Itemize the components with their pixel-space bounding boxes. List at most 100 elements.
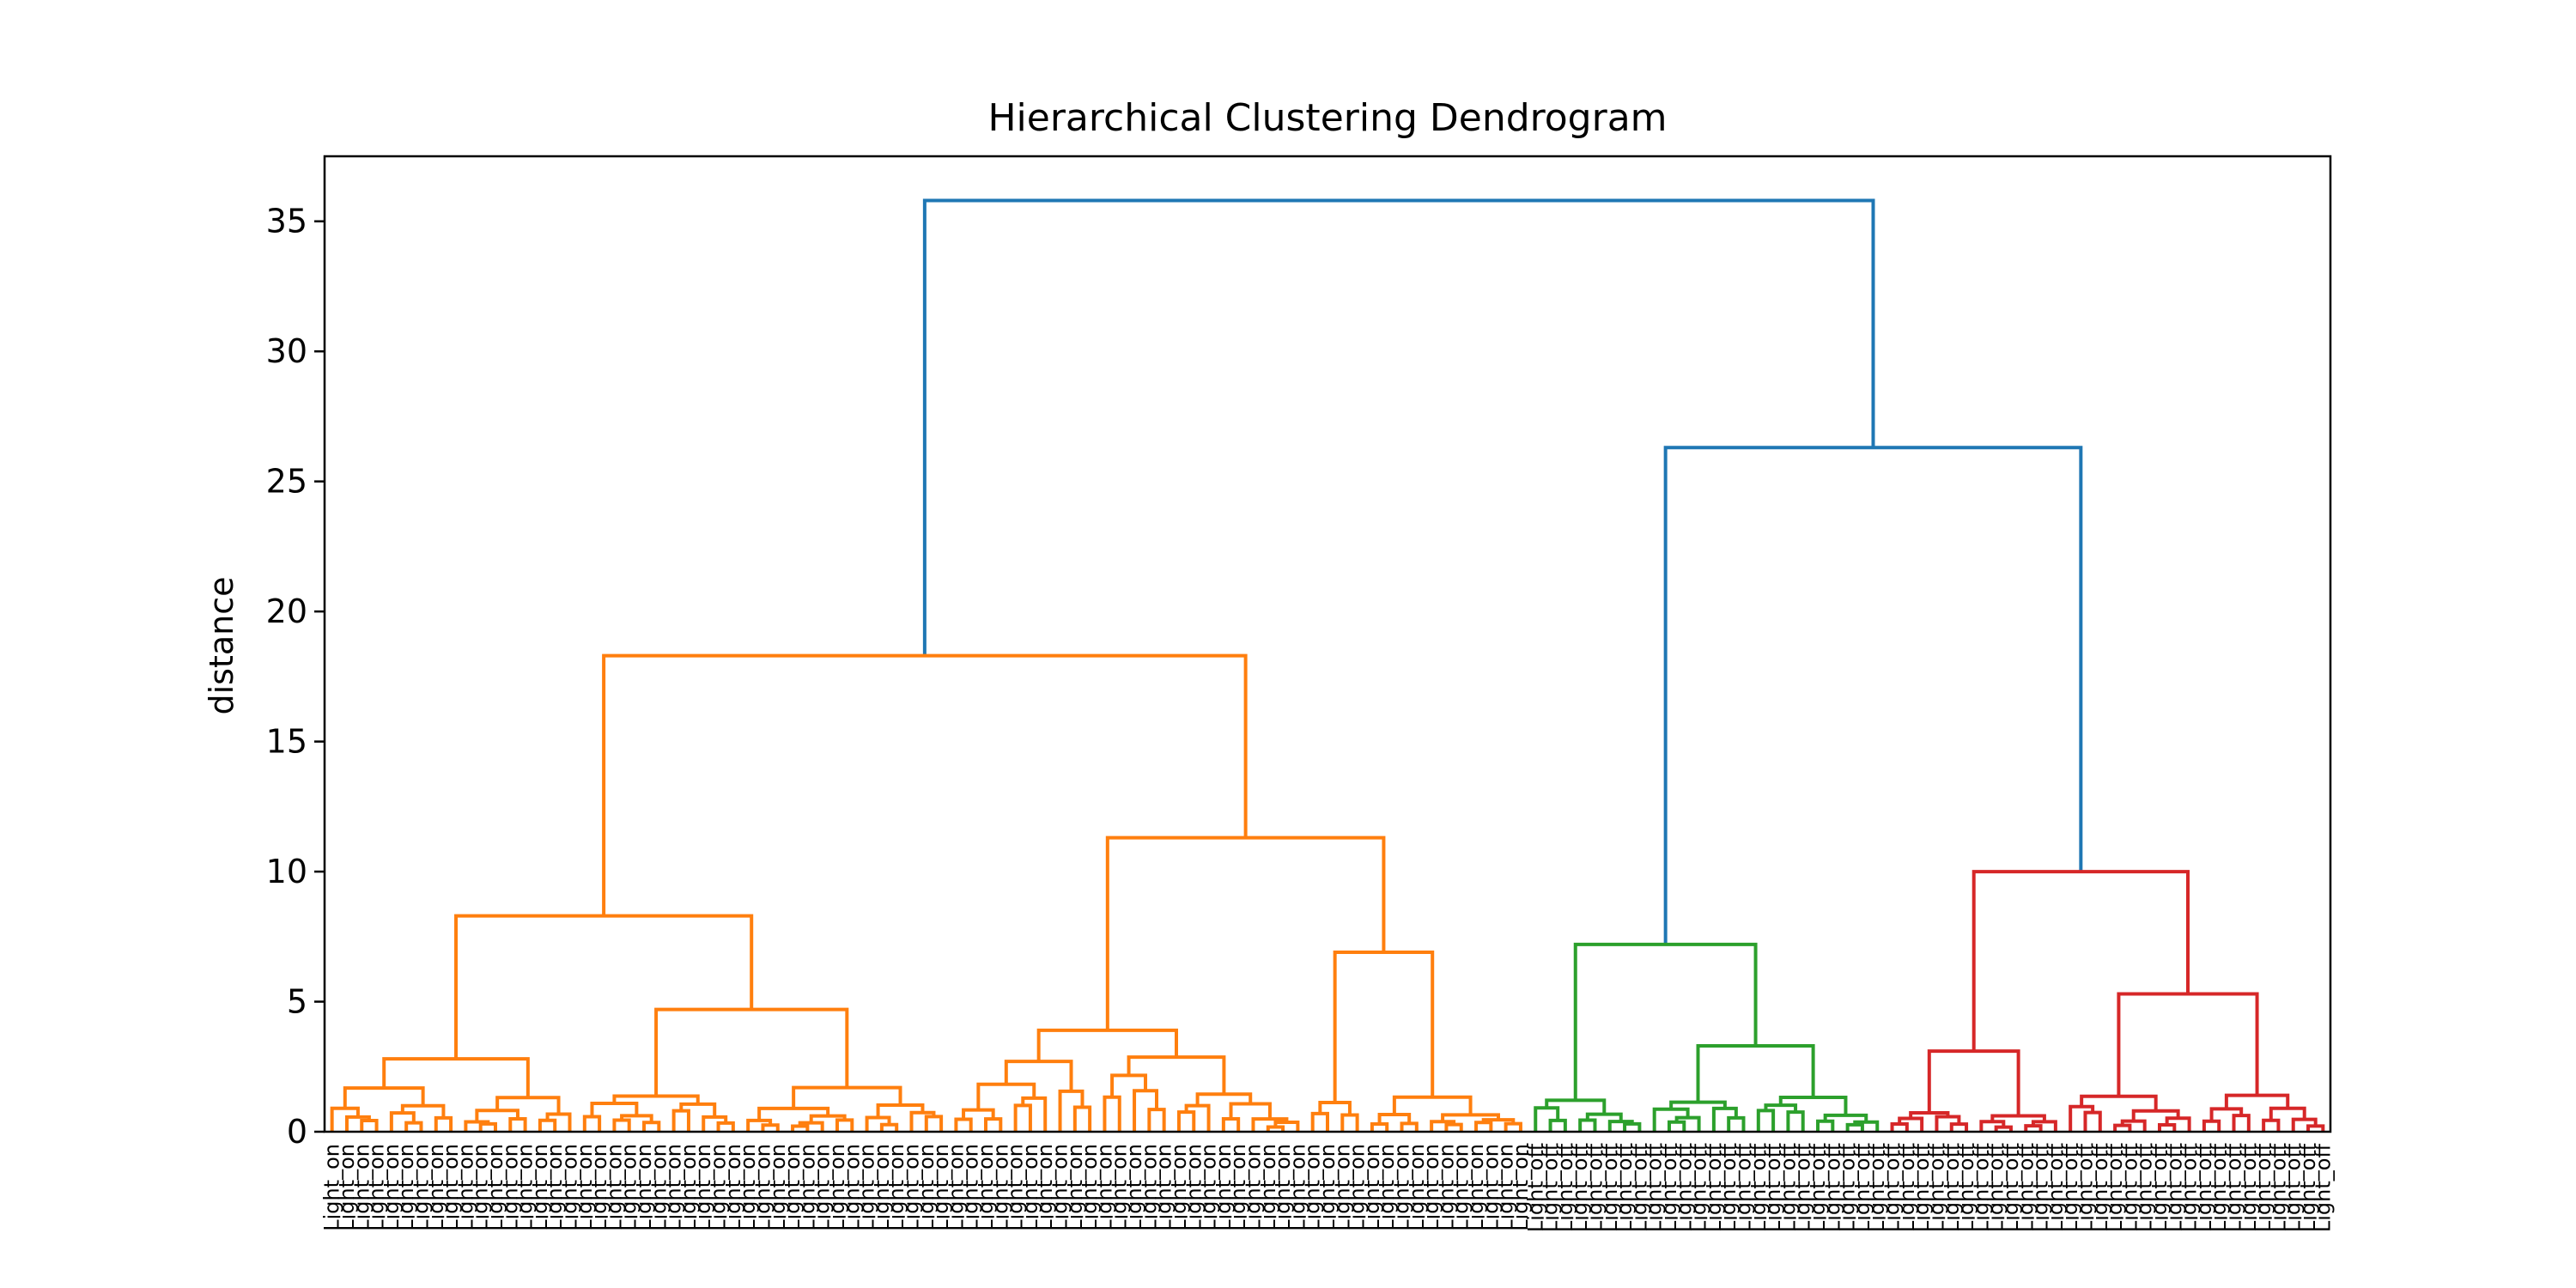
leaf-label-23: Light_on (662, 1144, 686, 1231)
link-123 (2113, 1123, 2132, 1132)
link-86 (1585, 1112, 1623, 1122)
leaf-label-117: Light_off (2058, 1144, 2082, 1233)
link-125 (2158, 1123, 2177, 1132)
leaf-label-121: Light_off (2117, 1144, 2142, 1233)
link-90 (1696, 1044, 1815, 1103)
leaf-label-30: Light_on (766, 1144, 790, 1231)
y-tick-label-3: 15 (266, 723, 307, 761)
link-45 (1004, 1060, 1073, 1091)
link-2 (454, 914, 754, 1060)
link-27 (671, 1109, 690, 1132)
link-82 (1573, 942, 1758, 1101)
leaf-label-19: Light_on (602, 1144, 626, 1231)
leaf-label-15: Light_on (543, 1144, 567, 1231)
link-96 (1727, 1115, 1746, 1132)
link-101 (1823, 1113, 1868, 1122)
link-65 (1273, 1121, 1300, 1132)
link-85 (1548, 1118, 1567, 1132)
link-8 (400, 1103, 446, 1118)
link-83 (1545, 1098, 1607, 1115)
link-5 (330, 1106, 360, 1132)
leaf-label-43: Light_on (959, 1144, 983, 1231)
leaf-label-111: Light_off (1969, 1144, 1993, 1233)
link-4 (343, 1086, 425, 1109)
link-94 (1667, 1120, 1686, 1132)
link-21 (590, 1101, 639, 1117)
leaf-label-99: Light_off (1791, 1144, 1815, 1233)
leaf-label-61: Light_on (1226, 1144, 1250, 1231)
leaf-label-98: Light_off (1776, 1144, 1800, 1233)
leaf-label-97: Light_off (1761, 1144, 1785, 1233)
leaf-label-59: Light_on (1197, 1144, 1221, 1231)
leaf-label-102: Light_off (1836, 1144, 1860, 1233)
leaf-label-11: Light_on (483, 1144, 507, 1231)
leaf-label-69: Light_on (1346, 1144, 1370, 1231)
link-112 (1990, 1114, 2046, 1122)
leaf-label-40: Light_on (914, 1144, 939, 1231)
link-52 (1058, 1089, 1084, 1132)
leaf-label-107: Light_off (1910, 1144, 1934, 1233)
link-120 (2083, 1110, 2102, 1132)
leaf-label-130: Light_off (2251, 1144, 2275, 1233)
leaf-label-26: Light_on (707, 1144, 731, 1231)
link-84 (1534, 1106, 1560, 1132)
link-28 (702, 1115, 728, 1132)
link-102 (1816, 1119, 1835, 1132)
plot-frame (323, 155, 2332, 1133)
link-41 (909, 1110, 936, 1132)
leaf-label-92: Light_off (1687, 1144, 1711, 1233)
link-71 (1392, 1095, 1473, 1115)
link-63 (1221, 1116, 1241, 1132)
link-66 (1266, 1125, 1285, 1132)
leaf-label-81: Light_off (1523, 1144, 1547, 1233)
link-81 (1663, 446, 2083, 945)
link-128 (2202, 1119, 2221, 1132)
leaf-label-88: Light_off (1627, 1144, 1651, 1233)
link-57 (1133, 1089, 1159, 1132)
leaf-label-3: Light_on (365, 1144, 389, 1231)
leaf-label-44: Light_on (974, 1144, 998, 1231)
leaf-label-56: Light_on (1152, 1144, 1176, 1231)
leaf-label-21: Light_on (632, 1144, 656, 1231)
leaf-label-86: Light_off (1598, 1144, 1622, 1233)
leaf-label-10: Light_on (469, 1144, 493, 1231)
leaf-label-73: Light_on (1405, 1144, 1429, 1231)
leaf-label-120: Light_off (2103, 1144, 2127, 1233)
leaf-label-37: Light_on (870, 1144, 894, 1231)
leaf-label-62: Light_on (1241, 1144, 1265, 1231)
link-118 (2080, 1094, 2158, 1111)
leaf-label-132: Light_off (2281, 1144, 2306, 1233)
y-tick-label-7: 35 (266, 203, 307, 240)
link-122 (2120, 1119, 2147, 1132)
leaf-label-74: Light_on (1419, 1144, 1443, 1231)
link-36 (791, 1124, 810, 1132)
leaf-label-64: Light_on (1271, 1144, 1295, 1231)
y-tick-label-0: 0 (287, 1113, 307, 1151)
leaf-label-75: Light_on (1434, 1144, 1458, 1231)
leaf-label-115: Light_off (2029, 1144, 2053, 1233)
leaf-label-104: Light_off (1865, 1144, 1889, 1233)
leaf-label-71: Light_on (1375, 1144, 1399, 1231)
y-tick-label-6: 30 (266, 332, 307, 370)
link-110 (1935, 1115, 1961, 1132)
leaf-label-101: Light_off (1820, 1144, 1844, 1233)
leaf-label-24: Light_on (677, 1144, 701, 1231)
leaf-label-1: Light_on (335, 1144, 359, 1231)
leaf-label-32: Light_on (795, 1144, 819, 1231)
link-12 (495, 1096, 561, 1115)
leaf-label-110: Light_off (1954, 1144, 1978, 1233)
link-108 (1898, 1116, 1924, 1132)
leaf-label-114: Light_off (2014, 1144, 2038, 1233)
link-119 (2069, 1104, 2095, 1132)
link-34 (809, 1114, 847, 1123)
leaf-label-76: Light_on (1449, 1144, 1473, 1231)
leaf-label-70: Light_on (1360, 1144, 1384, 1231)
leaf-label-7: Light_on (424, 1144, 448, 1231)
link-99 (1756, 1109, 1776, 1132)
link-37 (835, 1118, 854, 1132)
leaf-label-66: Light_on (1301, 1144, 1325, 1231)
link-92 (1652, 1107, 1690, 1132)
y-tick-label-4: 20 (266, 592, 307, 630)
leaf-label-128: Light_off (2222, 1144, 2246, 1233)
link-93 (1674, 1115, 1701, 1132)
